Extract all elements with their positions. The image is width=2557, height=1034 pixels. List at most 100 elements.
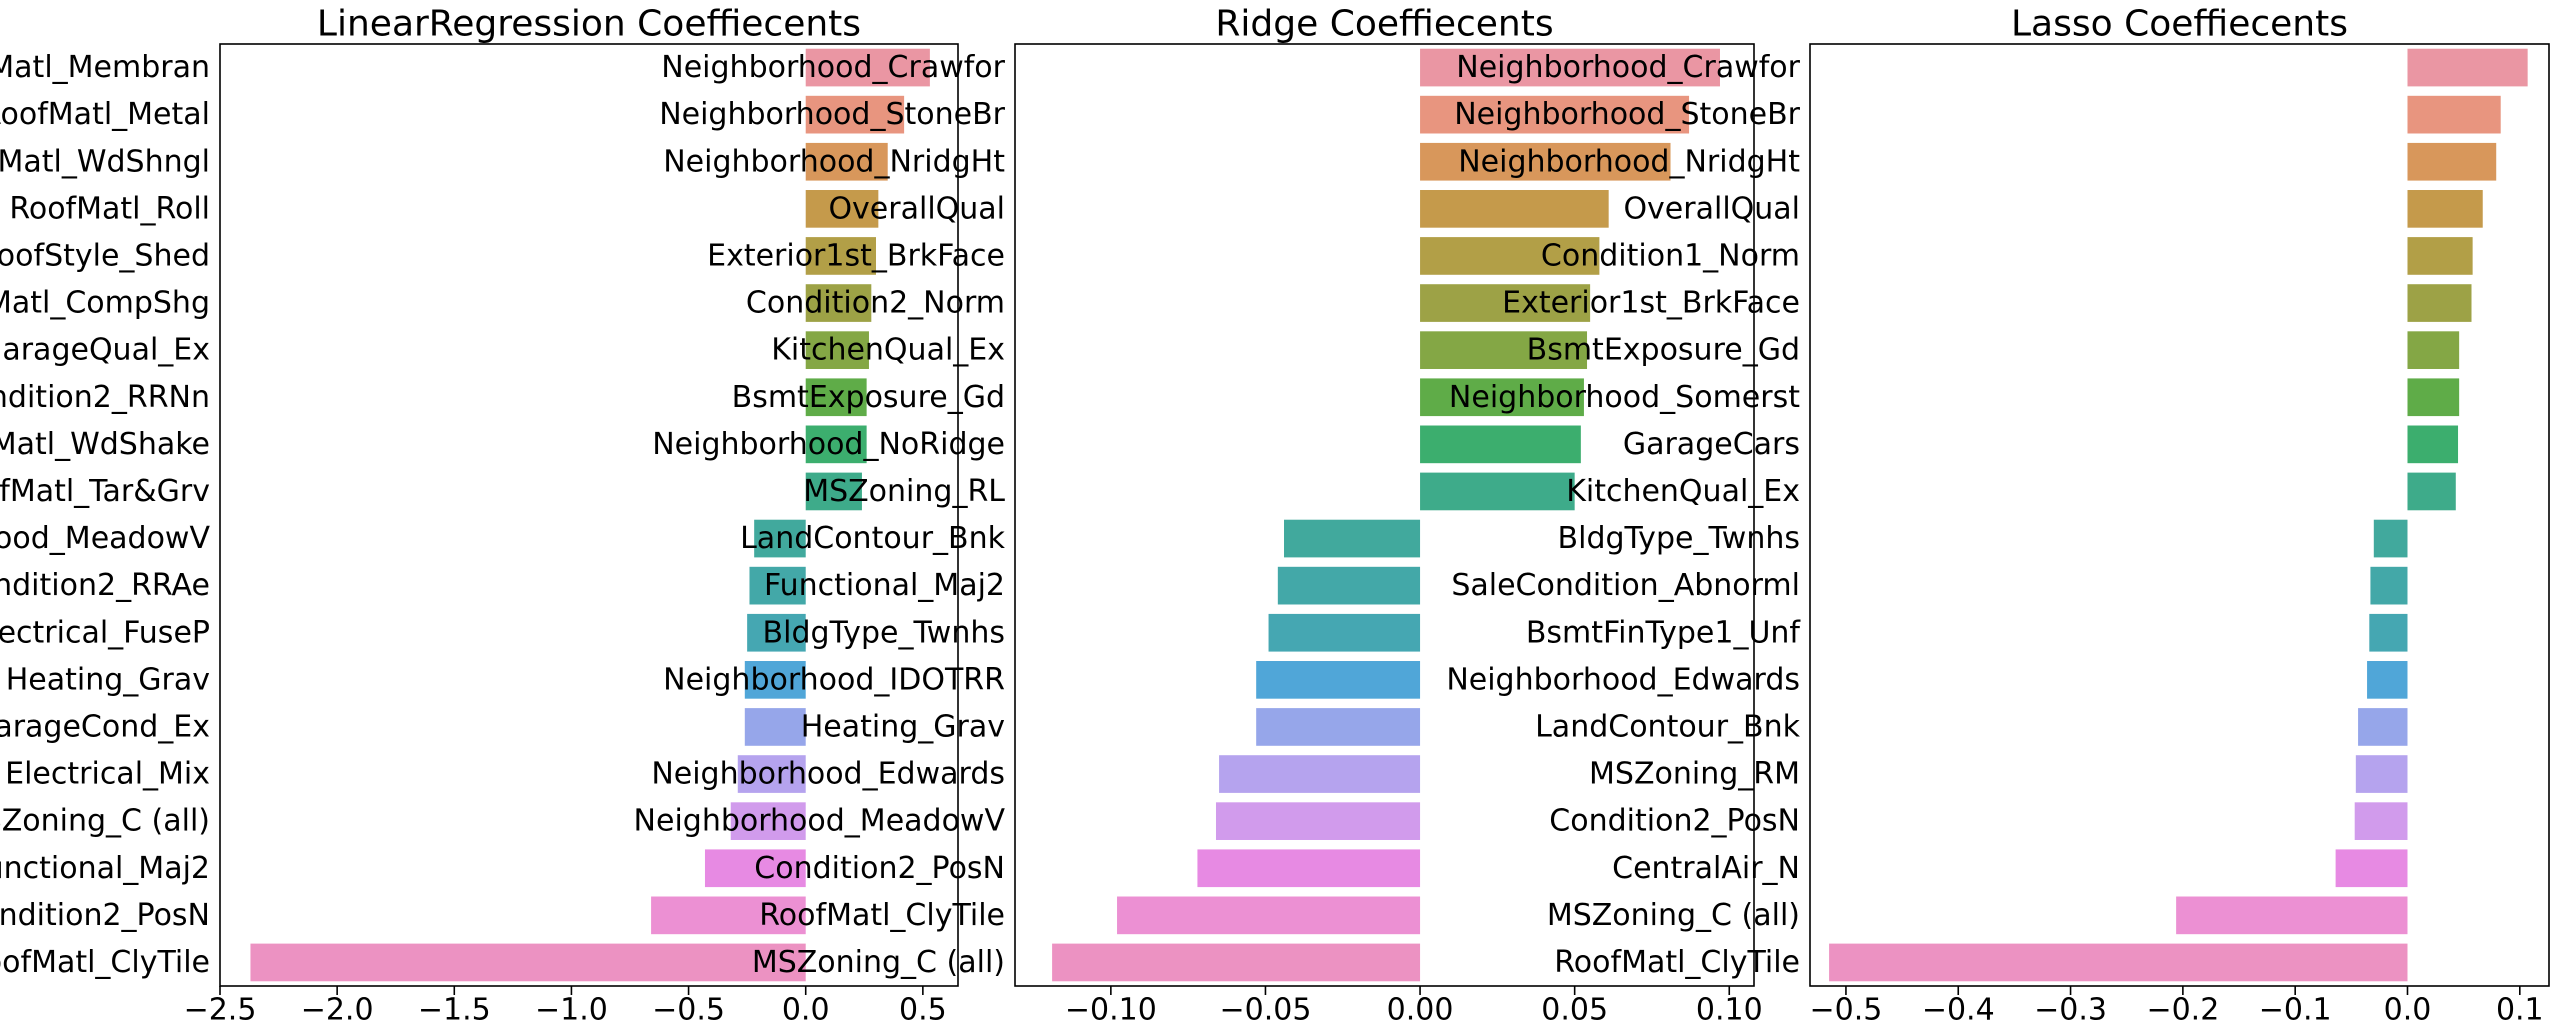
category-label: MSZoning_C (all) (1547, 898, 1800, 933)
category-label: KitchenQual_Ex (1566, 474, 1800, 509)
category-label: Neighborhood_Edwards (651, 757, 1005, 792)
chart-title: Lasso Coeffiecents (2011, 4, 2348, 45)
axes-frame (1014, 43, 1755, 987)
category-label: RoofMatl_WdShngl (0, 144, 210, 179)
bar (2369, 613, 2408, 652)
category-label: LandContour_Bnk (740, 521, 1006, 556)
category-label: Exterior1st_BrkFace (707, 238, 1005, 273)
bar (250, 943, 806, 982)
x-tick-label: 0.05 (1541, 993, 1608, 1028)
category-label: Neighborhood_MeadowV (634, 804, 1006, 839)
category-label: MSZoning_RM (1589, 757, 1800, 792)
bar (749, 566, 806, 605)
category-label: Neighborhood_Crawfor (661, 50, 1005, 85)
category-label: BldgType_Twnhs (1558, 521, 1800, 556)
category-label: OverallQual (1623, 191, 1800, 226)
category-label: CentralAir_N (1612, 851, 1800, 886)
category-label: BsmtFinType1_Unf (1526, 615, 1802, 650)
category-label: RoofMatl_Metal (0, 97, 210, 132)
x-tick-label: −0.5 (652, 993, 725, 1028)
x-tick-label: −2.5 (184, 993, 257, 1028)
bar (2176, 896, 2408, 935)
category-label: RoofMatl_Tar&Grv (0, 474, 210, 509)
bar (651, 896, 806, 935)
category-label: MSZoning_C (all) (752, 945, 1005, 980)
x-tick-label: −0.2 (2146, 993, 2219, 1028)
bar (1420, 48, 1720, 87)
bar (1420, 190, 1609, 228)
bar (1219, 755, 1421, 793)
category-label: RoofMatl_Membran (0, 50, 210, 85)
x-tick-label: −0.10 (1065, 993, 1157, 1028)
x-tick-label: −1.5 (418, 993, 491, 1028)
bar (2407, 48, 2528, 87)
bar (2355, 755, 2408, 793)
x-tick-label: 0.10 (1696, 993, 1763, 1028)
bar (805, 237, 876, 275)
bar (1284, 519, 1421, 558)
bar (1256, 708, 1421, 746)
chart-title: Ridge Coeffiecents (1215, 4, 1553, 45)
bar (747, 613, 806, 652)
category-label: Neighborhood_MeadowV (0, 521, 210, 556)
x-tick-label: −0.4 (1922, 993, 1995, 1028)
x-tick-label: −0.05 (1219, 993, 1311, 1028)
bar (2407, 190, 2483, 228)
bar (805, 142, 888, 181)
bar (805, 425, 867, 464)
category-label: GarageCond_Ex (0, 709, 210, 744)
bar (2407, 425, 2459, 464)
category-label: MSZoning_C (all) (0, 804, 210, 839)
bar (2367, 661, 2408, 699)
bar (1268, 613, 1421, 652)
bar (805, 472, 862, 511)
chart-panel-0: RoofMatl_Membran RoofMatl_Metal RoofMatl_W… (0, 4, 959, 1028)
category-label: RoofMatl_ClyTile (1554, 945, 1800, 980)
x-tick-label: 0.00 (1387, 993, 1454, 1028)
bar (1256, 661, 1421, 699)
category-label: Condition2_PosN (0, 898, 210, 933)
bar (2370, 566, 2408, 605)
bar (1420, 472, 1575, 511)
category-label: Condition2_RRAe (0, 568, 210, 603)
category-label: Neighborhood_NoRidge (652, 427, 1005, 462)
category-label: LandContour_Bnk (1535, 709, 1801, 744)
bar (1420, 142, 1671, 181)
axes-frame (219, 43, 959, 987)
bar (2407, 378, 2460, 417)
bar (744, 661, 806, 699)
category-label: GarageCars (1623, 427, 1800, 462)
bar (737, 755, 806, 793)
x-tick-label: 0.0 (782, 993, 830, 1028)
category-label: OverallQual (828, 191, 1005, 226)
bar (1420, 425, 1581, 464)
category-label: Neighborhood_StoneBr (659, 97, 1005, 132)
category-label: Exterior1st_BrkFace (1502, 286, 1800, 321)
category-label: Functional_Maj2 (0, 851, 210, 886)
category-label: Electrical_Mix (5, 757, 210, 792)
category-label: Neighborhood_StoneBr (1454, 97, 1800, 132)
bar (1277, 566, 1421, 605)
axes-frame (1809, 43, 2550, 987)
bar (2407, 284, 2472, 322)
bar (2407, 472, 2456, 511)
category-label: KitchenQual_Ex (771, 333, 1005, 368)
bar (805, 378, 867, 417)
category-label: Condition1_Norm (1541, 238, 1800, 273)
bar (1420, 95, 1690, 134)
chart-panel-1: Neighborhood_Crawfor Neighborhood_StoneBr… (634, 4, 1763, 1028)
bar (805, 48, 930, 87)
bar (805, 331, 869, 369)
category-label: Neighborhood_NridgHt (1458, 144, 1800, 179)
category-label: MSZoning_RL (803, 474, 1005, 509)
bar (2407, 331, 2460, 369)
category-label: Neighborhood_Edwards (1446, 662, 1800, 697)
bar (2373, 519, 2408, 558)
bar (1420, 284, 1591, 322)
category-label: Condition2_RRNn (0, 380, 210, 415)
bar (805, 284, 872, 322)
category-label: RoofMatl_WdShake (0, 427, 210, 462)
category-label: BsmtExposure_Gd (1527, 333, 1800, 368)
bar (1215, 802, 1421, 840)
